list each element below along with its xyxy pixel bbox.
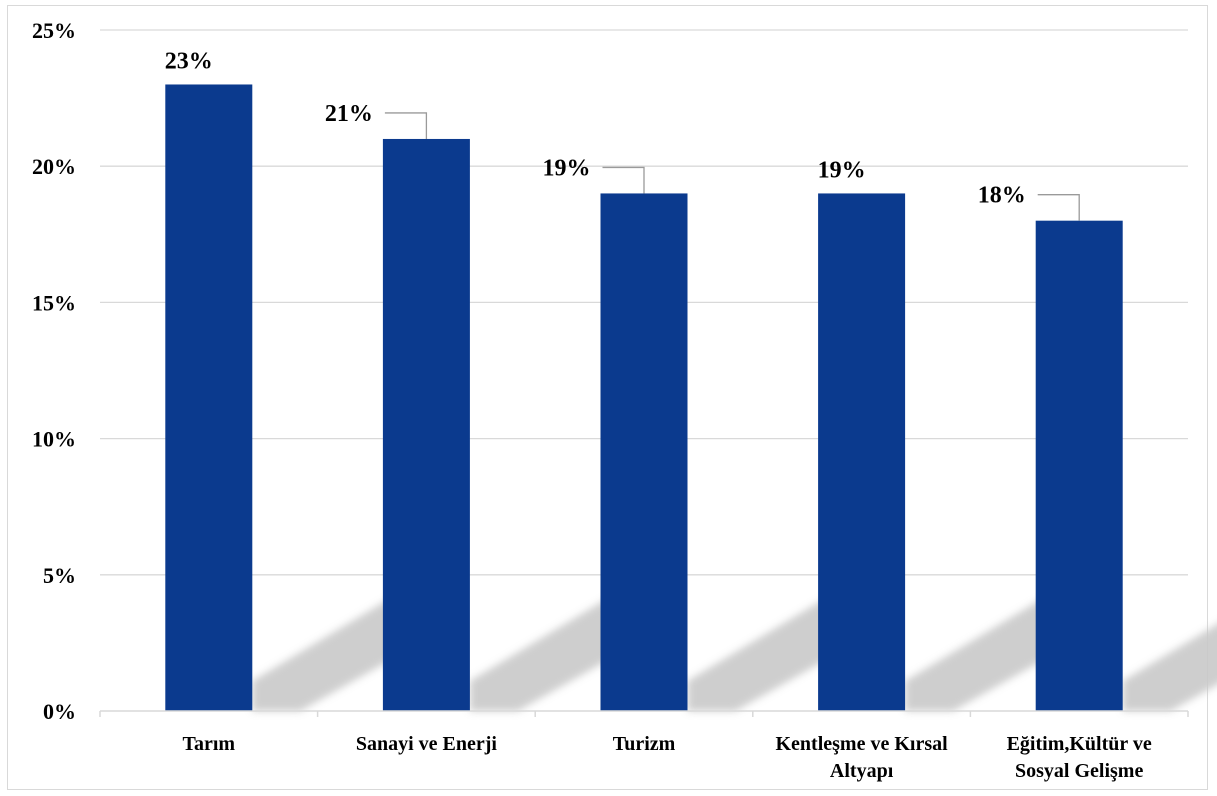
x-category-label: Tarım [182, 733, 235, 755]
x-axis-category-labels: Tarım Sanayi ve Enerji Turizm Kentleşme ve … [182, 733, 1151, 782]
bar [382, 138, 470, 711]
y-tick-label: 5% [43, 563, 76, 588]
y-tick-label: 10% [32, 427, 76, 452]
y-tick-label: 20% [32, 154, 76, 179]
bar [1035, 220, 1123, 711]
bar-shadow [469, 591, 642, 711]
x-category-label: Sanayi ve Enerji [356, 733, 498, 755]
x-category-label: Kentleşme ve Kırsal [776, 733, 949, 755]
bar-shadow [1122, 624, 1217, 711]
bar-shadows [252, 591, 1217, 711]
data-label: 19% [543, 155, 591, 181]
data-labels: 23% 21% 19% 19% 18% [165, 48, 1080, 221]
bar-shadow [905, 591, 1078, 711]
x-category-label: Sosyal Gelişme [1015, 760, 1143, 782]
bars [165, 84, 1123, 712]
bar-shadow [687, 591, 860, 711]
data-label: 21% [325, 101, 373, 127]
data-label-leader-line [384, 112, 428, 139]
bar [165, 84, 253, 712]
y-tick-label: 25% [32, 18, 76, 43]
y-axis-tick-labels: 0% 5% 10% 15% 20% 25% [32, 18, 76, 724]
x-category-label: Turizm [613, 733, 676, 755]
bar-shadow [252, 591, 425, 711]
y-tick-label: 15% [32, 290, 76, 315]
bar [600, 193, 688, 711]
x-category-label: Altyapı [830, 760, 894, 782]
x-category-label: Eğitim,Kültür ve [1007, 733, 1152, 755]
data-label: 18% [978, 183, 1026, 209]
x-axis [99, 710, 1189, 717]
y-tick-label: 0% [43, 699, 76, 724]
data-label: 23% [165, 48, 213, 74]
data-label-leader-line [602, 166, 645, 194]
bar [818, 193, 906, 711]
data-label-leader-line [1037, 194, 1080, 221]
data-label: 19% [818, 157, 866, 183]
